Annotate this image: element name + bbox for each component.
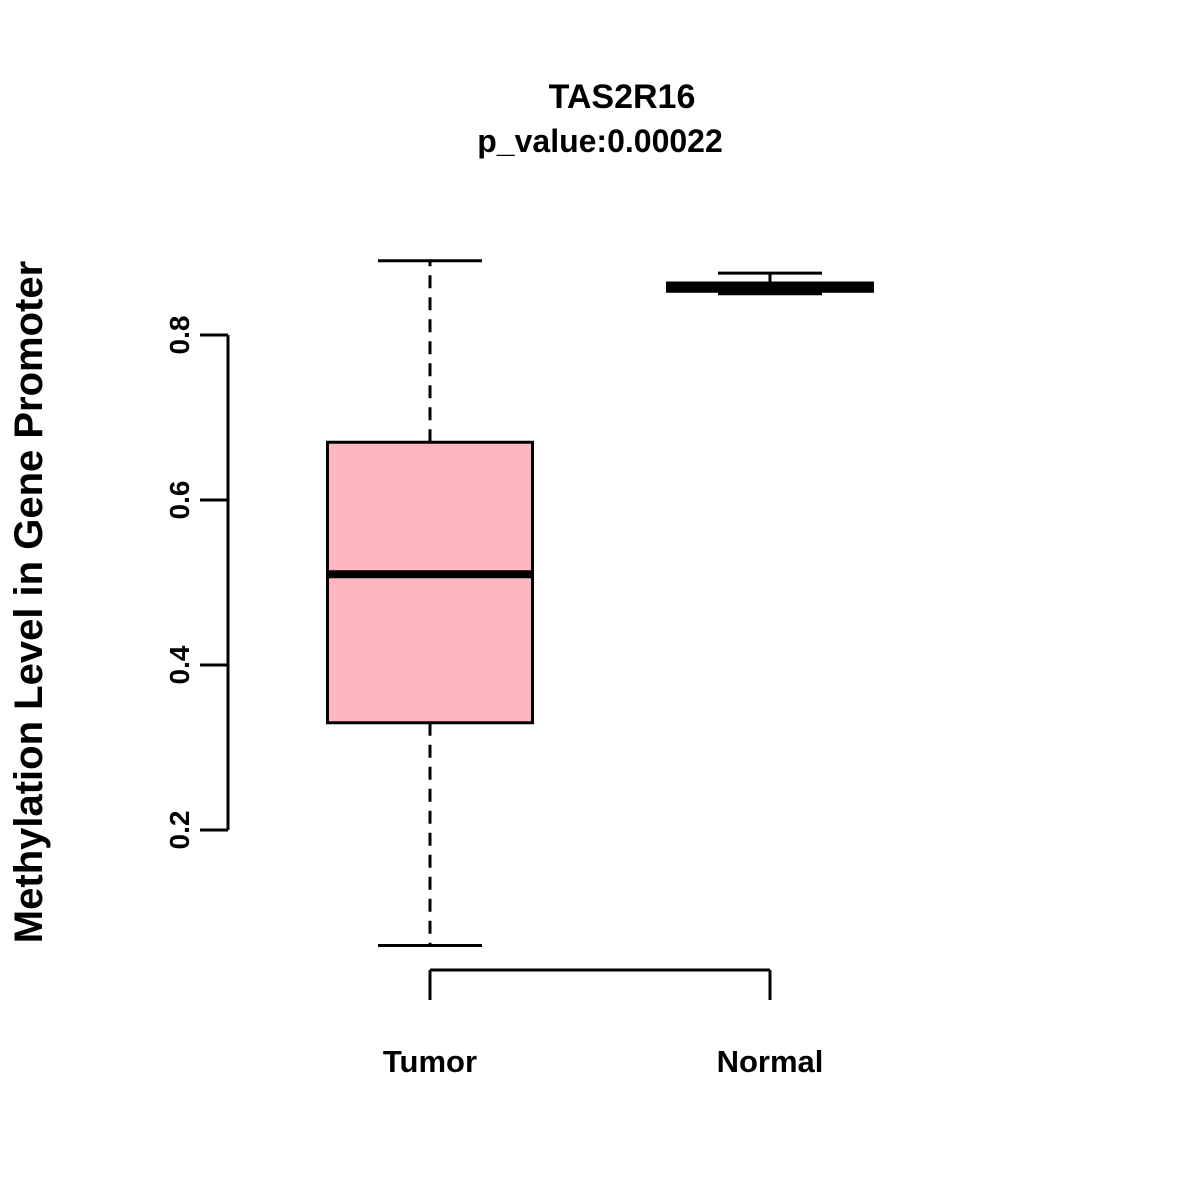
iqr-box — [326, 440, 534, 725]
x-category-label: Normal — [717, 1044, 824, 1079]
y-tick-label: 0.6 — [164, 481, 195, 520]
chart-title: TAS2R16 — [549, 78, 696, 116]
x-category-label: Tumor — [383, 1044, 477, 1079]
plot-area: 0.2 0.4 0.6 0.8 Tumor Normal — [164, 259, 874, 1079]
y-tick-label: 0.2 — [164, 811, 195, 850]
y-tick-label: 0.4 — [164, 645, 195, 684]
y-tick-label: 0.8 — [164, 316, 195, 355]
chart-subtitle: p_value:0.00022 — [477, 123, 723, 159]
y-axis-label: Methylation Level in Gene Promoter — [7, 261, 51, 943]
